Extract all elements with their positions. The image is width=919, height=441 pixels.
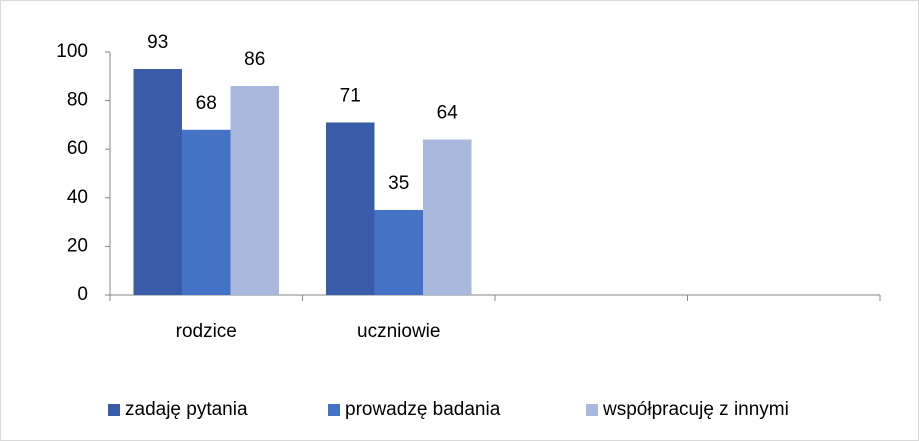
data-label: 35 <box>388 173 409 194</box>
bar <box>326 122 375 295</box>
data-label: 93 <box>147 32 168 53</box>
bar <box>423 139 472 295</box>
y-tick-label: 60 <box>67 138 88 159</box>
data-label: 86 <box>244 49 265 70</box>
x-tick-label: uczniowie <box>357 321 440 342</box>
x-tick-label: rodzice <box>176 321 237 342</box>
data-label: 68 <box>196 93 217 114</box>
y-tick-label: 80 <box>67 90 88 111</box>
y-tick-label: 20 <box>67 235 88 256</box>
bar <box>230 86 279 296</box>
data-label: 71 <box>340 85 361 106</box>
legend-label: współpracuję z innymi <box>602 399 789 420</box>
data-label: 64 <box>437 102 459 123</box>
bar <box>133 69 182 295</box>
legend-swatch <box>586 404 598 416</box>
legend-swatch <box>328 404 340 416</box>
y-tick-label: 100 <box>56 41 88 62</box>
y-tick-label: 0 <box>77 284 88 305</box>
legend-label: prowadzę badania <box>345 399 501 420</box>
legend-swatch <box>108 404 120 416</box>
bar <box>374 209 423 295</box>
bar <box>182 129 231 295</box>
legend-label: zadaję pytania <box>125 399 248 420</box>
y-tick-label: 40 <box>67 187 88 208</box>
